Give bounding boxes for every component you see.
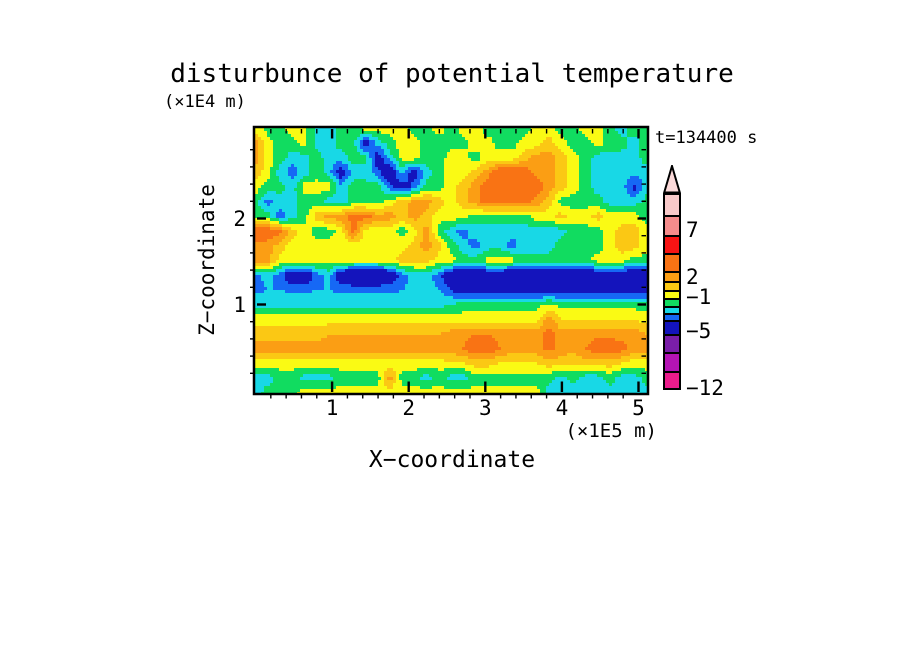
colorbar-arrow-shape	[663, 165, 681, 193]
colorbar-segment	[665, 313, 679, 320]
colorbar-segment	[665, 298, 679, 306]
contour-heatmap-canvas	[255, 128, 647, 393]
colorbar-tick-label: 7	[686, 218, 699, 242]
z-axis-unit-label: (×1E4 m)	[164, 92, 246, 112]
colorbar-segment	[665, 271, 679, 281]
colorbar-segment	[665, 334, 679, 352]
colorbar-tick-label: −1	[686, 285, 712, 309]
colorbar	[663, 165, 681, 390]
colorbar-segment	[665, 371, 679, 388]
colorbar-segment	[665, 235, 679, 253]
colorbar-overflow-arrow-icon	[663, 165, 681, 193]
colorbar-segment	[665, 290, 679, 298]
x-tick-label: 2	[402, 396, 416, 420]
colorbar-scale	[663, 193, 681, 390]
z-tick-label: 2	[233, 206, 246, 231]
x-axis-title: X−coordinate	[368, 447, 536, 473]
colorbar-segment	[665, 352, 679, 371]
colorbar-segment	[665, 320, 679, 334]
x-tick-label: 3	[478, 396, 492, 420]
x-tick-label: 4	[555, 396, 569, 420]
x-tick-label: 5	[632, 396, 645, 420]
colorbar-tick-label: 2	[686, 265, 699, 289]
colorbar-segment	[665, 253, 679, 271]
z-tick-label: 1	[233, 292, 246, 317]
chart-title: disturbunce of potential temperature	[170, 59, 734, 89]
colorbar-tick-label: −5	[686, 319, 712, 343]
time-annotation: t=134400 s	[655, 128, 758, 148]
colorbar-segment	[665, 281, 679, 290]
colorbar-segment	[665, 215, 679, 235]
colorbar-segment	[665, 306, 679, 313]
colorbar-segment	[665, 195, 679, 215]
x-tick-label: 1	[325, 396, 339, 420]
colorbar-tick-label: −12	[686, 376, 724, 400]
x-axis-unit-label: (×1E5 m)	[565, 420, 657, 442]
